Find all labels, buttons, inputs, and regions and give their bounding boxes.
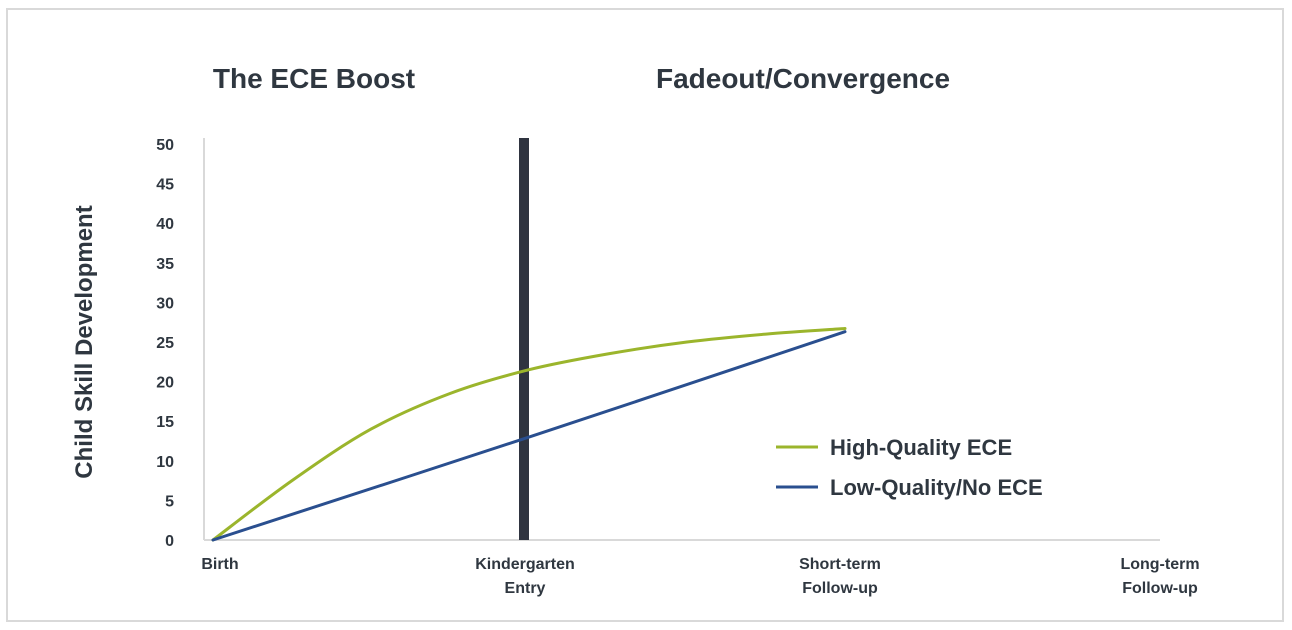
chart-frame: [6, 8, 1284, 622]
y-tick-label: 0: [165, 533, 174, 550]
y-tick-label: 25: [156, 335, 174, 352]
y-tick-label: 20: [156, 375, 174, 392]
kindergarten-divider-bar: [519, 138, 529, 540]
series-line-high-quality: [211, 327, 847, 542]
heading-fadeout-convergence: Fadeout/Convergence: [656, 63, 950, 94]
x-tick-label: Follow-up: [802, 580, 878, 597]
x-tick-label: Long-term: [1120, 556, 1199, 573]
y-tick-label: 40: [156, 216, 174, 233]
x-tick-label: Kindergarten: [475, 556, 575, 573]
y-tick-label: 5: [165, 493, 174, 510]
legend-label: High-Quality ECE: [830, 435, 1012, 460]
y-tick-label: 50: [156, 137, 174, 154]
x-tick-label: Follow-up: [1122, 580, 1198, 597]
series-line-low-quality: [211, 330, 847, 542]
x-tick-label: Birth: [201, 556, 238, 573]
y-tick-label: 15: [156, 414, 174, 431]
y-axis-label: Child Skill Development: [71, 205, 98, 478]
y-tick-label: 35: [156, 256, 174, 273]
x-tick-label: Entry: [505, 580, 546, 597]
legend-label: Low-Quality/No ECE: [830, 475, 1043, 500]
heading-ece-boost: The ECE Boost: [213, 63, 415, 94]
y-tick-label: 45: [156, 177, 174, 194]
y-tick-label: 10: [156, 454, 174, 471]
y-tick-label: 30: [156, 295, 174, 312]
x-tick-label: Short-term: [799, 556, 881, 573]
